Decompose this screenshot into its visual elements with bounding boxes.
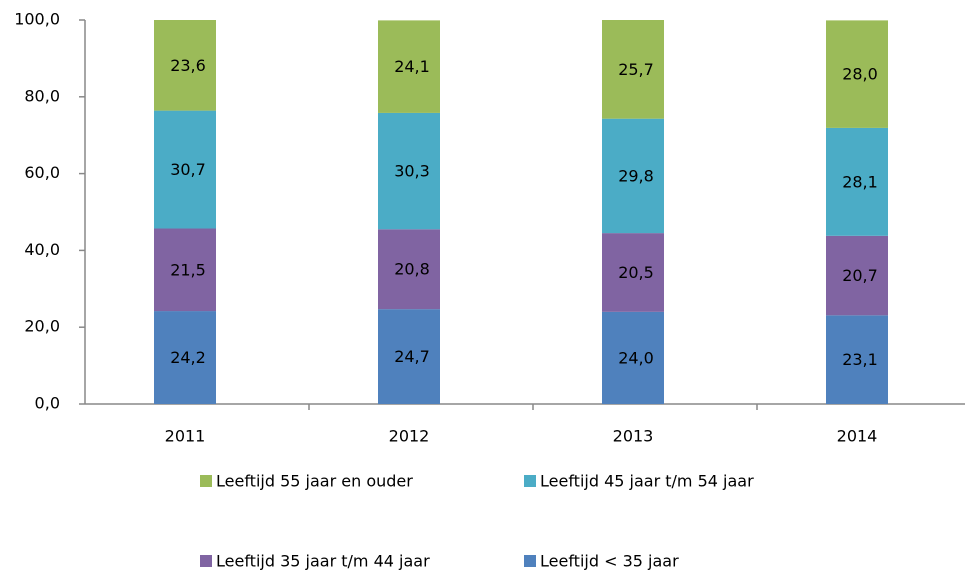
- y-tick-label: 20,0: [24, 317, 60, 336]
- data-label: 24,0: [618, 348, 654, 367]
- data-label: 30,3: [394, 162, 430, 181]
- legend-label: Leeftijd 35 jaar t/m 44 jaar: [216, 552, 430, 571]
- data-label: 24,2: [170, 348, 206, 367]
- x-tick-label: 2014: [837, 427, 878, 446]
- legend-swatch: [524, 555, 536, 567]
- legend-label: Leeftijd < 35 jaar: [540, 552, 679, 571]
- x-tick-label: 2011: [165, 427, 206, 446]
- data-label: 24,7: [394, 347, 430, 366]
- data-label: 20,8: [394, 260, 430, 279]
- y-tick-label: 100,0: [14, 10, 60, 29]
- y-tick-label: 0,0: [35, 394, 60, 413]
- bar-segment: [602, 20, 664, 119]
- data-label: 29,8: [618, 166, 654, 185]
- data-label: 28,0: [842, 65, 878, 84]
- bar-segment: [378, 20, 440, 113]
- bar-segment: [602, 118, 664, 234]
- y-tick-label: 80,0: [24, 86, 60, 105]
- data-label: 23,1: [842, 350, 878, 369]
- data-label: 30,7: [170, 160, 206, 179]
- bar-segment: [154, 110, 216, 229]
- bar-segment: [154, 228, 216, 312]
- data-label: 28,1: [842, 172, 878, 191]
- bar-segment: [378, 229, 440, 310]
- legend-label: Leeftijd 55 jaar en ouder: [216, 472, 413, 491]
- bar-segment: [826, 20, 888, 128]
- x-tick-label: 2012: [389, 427, 430, 446]
- bar-segment: [154, 311, 216, 404]
- bar-segment: [378, 112, 440, 230]
- bar-segment: [154, 20, 216, 111]
- bar-segment: [826, 315, 888, 404]
- bar-segment: [602, 233, 664, 312]
- bar-segment: [826, 235, 888, 316]
- x-tick-label: 2013: [613, 427, 654, 446]
- data-label: 24,1: [394, 57, 430, 76]
- bar-segment: [378, 309, 440, 404]
- bar-segment: [826, 127, 888, 236]
- data-label: 20,5: [618, 263, 654, 282]
- legend-swatch: [200, 475, 212, 487]
- y-tick-label: 60,0: [24, 163, 60, 182]
- legend-swatch: [200, 555, 212, 567]
- data-label: 25,7: [618, 60, 654, 79]
- data-label: 20,7: [842, 266, 878, 285]
- legend-label: Leeftijd 45 jaar t/m 54 jaar: [540, 472, 754, 491]
- legend-swatch: [524, 475, 536, 487]
- bar-segment: [602, 311, 664, 404]
- y-tick-label: 40,0: [24, 240, 60, 259]
- data-label: 21,5: [170, 260, 206, 279]
- data-label: 23,6: [170, 56, 206, 75]
